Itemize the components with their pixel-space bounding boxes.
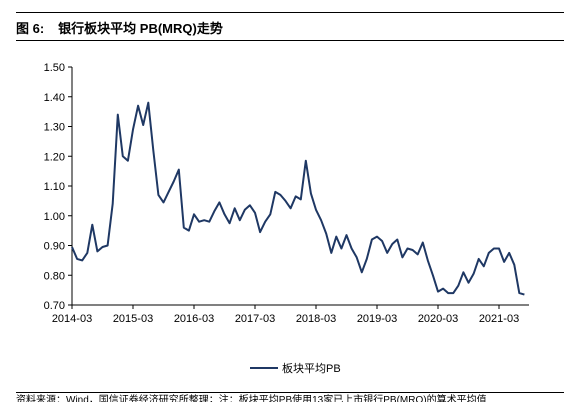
y-axis-ticks: 0.70 0.80 0.90 1.00 1.10 1.20 1.30 1.40 1.50 [44,62,72,312]
y-tick-label: 1.40 [44,92,65,104]
y-tick-label: 0.80 [44,270,65,282]
header-rule [16,40,564,41]
source-note: 资料来源：Wind，国信证券经济研究所整理；注：板块平均PB使用13家已上市银行… [16,395,487,402]
x-tick-label: 2014-03 [52,313,92,325]
x-tick-label: 2020-03 [418,313,458,325]
legend-label: 板块平均PB [282,361,341,375]
x-axis-ticks: 2014-03 2015-03 2016-03 2017-03 2018-03 2019-… [52,305,519,325]
y-tick-label: 1.00 [44,211,65,223]
legend: 板块平均PB [250,361,341,375]
x-tick-label: 2017-03 [235,313,275,325]
y-tick-label: 0.70 [44,300,65,312]
x-tick-label: 2015-03 [113,313,153,325]
y-tick-label: 1.50 [44,62,65,74]
y-tick-label: 1.20 [44,151,65,163]
bottom-rule [16,392,564,393]
series-line-pb [71,101,525,296]
figure-header: 图 6: 银行板块平均 PB(MRQ)走势 [16,19,564,39]
y-tick-label: 1.30 [44,122,65,134]
series-group [71,101,525,296]
y-tick-label: 1.10 [44,181,65,193]
x-tick-label: 2016-03 [174,313,214,325]
y-tick-label: 0.90 [44,241,65,253]
top-rule [16,12,564,13]
x-tick-label: 2021-03 [479,313,519,325]
figure-number: 图 6: [16,21,45,36]
axes [71,67,529,306]
x-tick-label: 2018-03 [296,313,336,325]
x-tick-label: 2019-03 [357,313,397,325]
figure-title: 银行板块平均 PB(MRQ)走势 [58,21,223,36]
